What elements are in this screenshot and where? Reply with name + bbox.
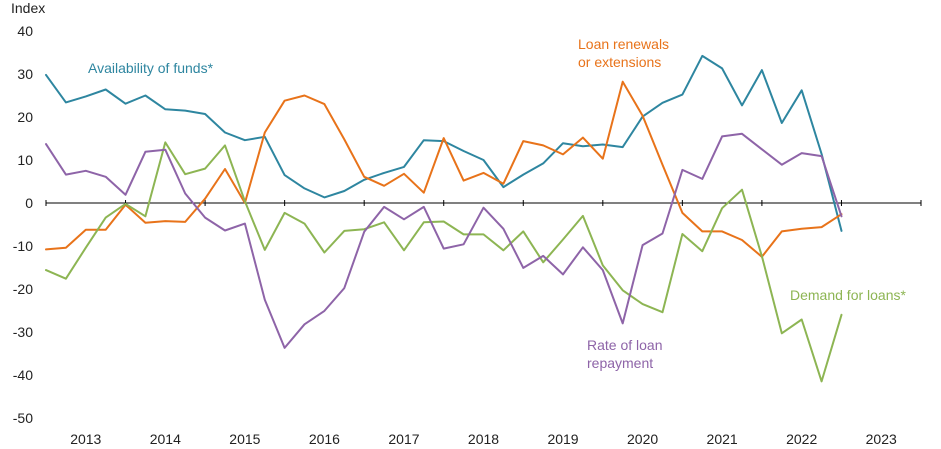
x-tick-label: 2017 [388, 431, 419, 447]
series-label-4: Rate of loan repayment [587, 337, 663, 371]
x-tick-label: 2014 [150, 431, 181, 447]
y-axis-title: Index [11, 0, 45, 16]
series-label-2: Loan renewals or extensions [578, 36, 669, 70]
series-label-line: Rate of loan [587, 337, 663, 353]
x-tick-label: 2019 [547, 431, 578, 447]
series-line-3 [45, 141, 843, 383]
series-label-3: Demand for loans* [790, 287, 907, 303]
series-label-1: Availability of funds* [88, 60, 214, 76]
y-tick-label: -30 [13, 324, 33, 340]
series-label-line: or extensions [578, 54, 661, 70]
series-label-line: repayment [587, 355, 653, 371]
x-tick-label: 2023 [866, 431, 897, 447]
x-tick-label: 2020 [627, 431, 658, 447]
y-tick-label: -20 [13, 281, 33, 297]
x-tick-label: 2021 [707, 431, 738, 447]
y-tick-label: 30 [17, 66, 33, 82]
series-label-line: Demand for loans* [790, 287, 907, 303]
series-label-line: Availability of funds* [88, 60, 214, 76]
x-tick-label: 2018 [468, 431, 499, 447]
axis-layer: 40 30 20 10 0 -10 -20 -30 -40 -50 2013 2014 2015 2016… [13, 23, 922, 447]
y-tick-label: 20 [17, 109, 33, 125]
y-tick-label: -50 [13, 410, 33, 426]
series-line-1 [45, 54, 843, 232]
series-line-4 [45, 132, 843, 349]
series-line-2 [45, 80, 843, 258]
x-tick-label: 2022 [786, 431, 817, 447]
y-tick-label: 10 [17, 152, 33, 168]
y-tick-label: -40 [13, 367, 33, 383]
x-tick-label: 2016 [309, 431, 340, 447]
label-layer: Availability of funds* Loan renewals or ex… [88, 36, 907, 371]
series-label-line: Loan renewals [578, 36, 669, 52]
series-layer [45, 54, 843, 383]
y-tick-label: 40 [17, 23, 33, 39]
y-tick-label: 0 [25, 195, 33, 211]
x-tick-label: 2013 [70, 431, 101, 447]
y-tick-label: -10 [13, 238, 33, 254]
x-tick-label: 2015 [229, 431, 260, 447]
